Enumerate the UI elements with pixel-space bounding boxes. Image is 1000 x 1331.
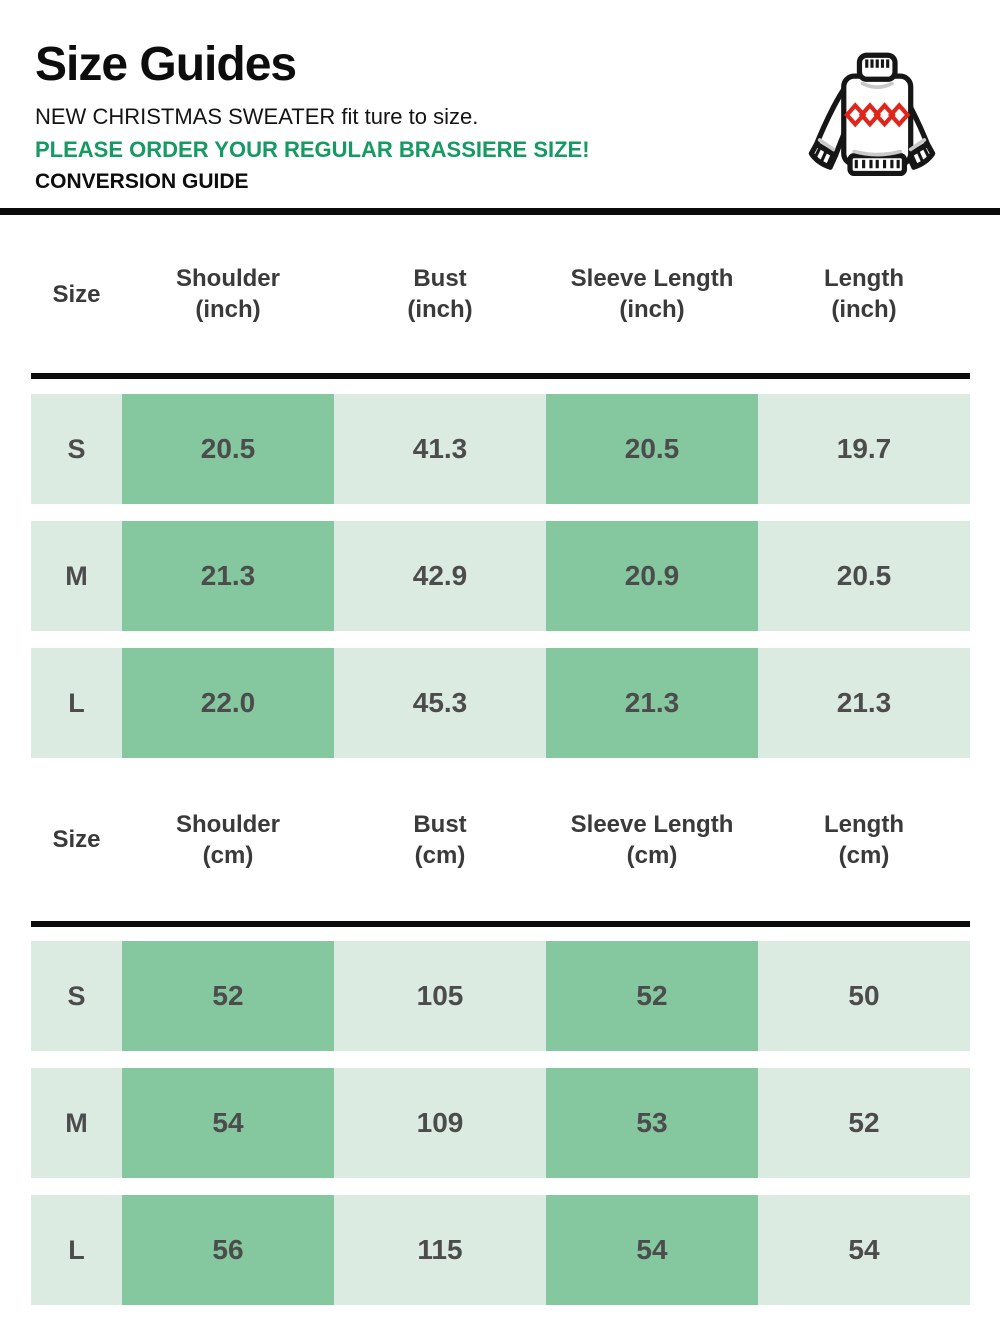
size-table-cm: Size Shoulder (cm) Bust (cm) Sleeve Leng…	[31, 758, 970, 1305]
sleeve-length-cell: 21.3	[546, 648, 758, 758]
length-cell: 54	[758, 1195, 970, 1305]
column-header-sleeve-length: Sleeve Length (cm)	[546, 809, 758, 871]
table-body: S 20.5 41.3 20.5 19.7 M 21.3 42.9 20.9 2…	[31, 394, 970, 758]
column-label: Sleeve Length	[570, 810, 734, 838]
header: Size Guides NEW CHRISTMAS SWEATER fit tu…	[0, 0, 1000, 194]
column-header-length: Length (cm)	[758, 809, 970, 871]
table-header-row: Size Shoulder (cm) Bust (cm) Sleeve Leng…	[31, 758, 970, 921]
column-label: Size	[52, 826, 101, 853]
column-header-size: Size	[31, 279, 122, 310]
column-header-length: Length (inch)	[758, 263, 970, 325]
bust-cell: 45.3	[334, 648, 546, 758]
bust-cell: 109	[334, 1068, 546, 1178]
column-label: Size	[52, 280, 101, 308]
page-title: Size Guides	[35, 38, 297, 91]
column-header-bust: Bust (inch)	[334, 263, 546, 325]
size-cell: L	[31, 1195, 122, 1305]
sleeve-length-cell: 20.9	[546, 521, 758, 631]
column-label: Bust	[413, 810, 467, 838]
table-row-m: M 21.3 42.9 20.9 20.5	[31, 521, 970, 631]
shoulder-cell: 22.0	[122, 648, 334, 758]
fit-note-text: NEW CHRISTMAS SWEATER fit ture to size.	[35, 104, 479, 129]
column-unit: (inch)	[407, 296, 473, 323]
column-unit: (cm)	[626, 841, 678, 869]
length-cell: 52	[758, 1068, 970, 1178]
column-label: Length	[824, 810, 904, 838]
size-cell: L	[31, 648, 122, 758]
size-cell: S	[31, 394, 122, 504]
table-row-l: L 56 115 54 54	[31, 1195, 970, 1305]
column-header-shoulder: Shoulder (cm)	[122, 809, 334, 871]
table-row-s: S 52 105 52 50	[31, 941, 970, 1051]
column-label: Length	[824, 265, 904, 292]
length-cell: 19.7	[758, 394, 970, 504]
shoulder-cell: 21.3	[122, 521, 334, 631]
sleeve-length-cell: 54	[546, 1195, 758, 1305]
column-unit: (inch)	[195, 296, 261, 323]
header-divider	[0, 208, 1000, 215]
shoulder-cell: 54	[122, 1068, 334, 1178]
christmas-sweater-icon	[808, 52, 936, 177]
size-cell: M	[31, 1068, 122, 1178]
table-top-rule	[31, 373, 970, 379]
column-unit: (cm)	[202, 841, 254, 869]
order-notice-text: PLEASE ORDER YOUR REGULAR BRASSIERE SIZE…	[35, 137, 590, 162]
shoulder-cell: 20.5	[122, 394, 334, 504]
column-label: Shoulder	[175, 265, 280, 292]
bust-cell: 115	[334, 1195, 546, 1305]
table-row-s: S 20.5 41.3 20.5 19.7	[31, 394, 970, 504]
column-unit: (cm)	[414, 841, 466, 869]
table-row-m: M 54 109 53 52	[31, 1068, 970, 1178]
size-cell: S	[31, 941, 122, 1051]
length-cell: 21.3	[758, 648, 970, 758]
table-header-row: Size Shoulder (inch) Bust (inch) Sleeve …	[31, 215, 970, 373]
column-unit: (inch)	[831, 296, 897, 323]
column-header-shoulder: Shoulder (inch)	[122, 263, 334, 325]
size-table-inch: Size Shoulder (inch) Bust (inch) Sleeve …	[31, 215, 970, 758]
column-label: Bust	[413, 265, 467, 292]
size-cell: M	[31, 521, 122, 631]
column-unit: (inch)	[619, 296, 685, 323]
column-label: Shoulder	[175, 810, 280, 838]
length-cell: 20.5	[758, 521, 970, 631]
conversion-guide-label: CONVERSION GUIDE	[35, 170, 249, 193]
table-top-rule	[31, 921, 970, 927]
length-cell: 50	[758, 941, 970, 1051]
sleeve-length-cell: 20.5	[546, 394, 758, 504]
table-body: S 52 105 52 50 M 54 109 53 52 L 56 115 5…	[31, 941, 970, 1305]
sleeve-length-cell: 53	[546, 1068, 758, 1178]
shoulder-cell: 52	[122, 941, 334, 1051]
bust-cell: 105	[334, 941, 546, 1051]
bust-cell: 42.9	[334, 521, 546, 631]
bust-cell: 41.3	[334, 394, 546, 504]
table-row-l: L 22.0 45.3 21.3 21.3	[31, 648, 970, 758]
sleeve-length-cell: 52	[546, 941, 758, 1051]
column-header-sleeve-length: Sleeve Length (inch)	[546, 263, 758, 325]
column-header-bust: Bust (cm)	[334, 809, 546, 871]
column-unit: (cm)	[838, 841, 890, 869]
column-label: Sleeve Length	[570, 265, 734, 292]
column-header-size: Size	[31, 824, 122, 855]
shoulder-cell: 56	[122, 1195, 334, 1305]
